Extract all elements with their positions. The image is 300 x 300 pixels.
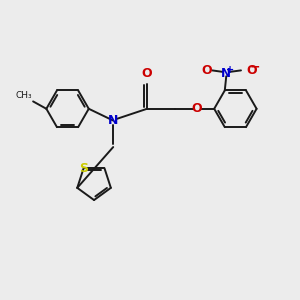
Text: −: − (250, 61, 261, 74)
Text: O: O (202, 64, 212, 77)
Text: N: N (221, 67, 231, 80)
Text: O: O (192, 102, 203, 115)
Text: +: + (226, 64, 234, 74)
Text: S: S (79, 162, 88, 175)
Text: O: O (142, 67, 152, 80)
Text: N: N (108, 114, 119, 127)
Text: CH₃: CH₃ (15, 91, 31, 100)
Text: O: O (247, 64, 257, 77)
